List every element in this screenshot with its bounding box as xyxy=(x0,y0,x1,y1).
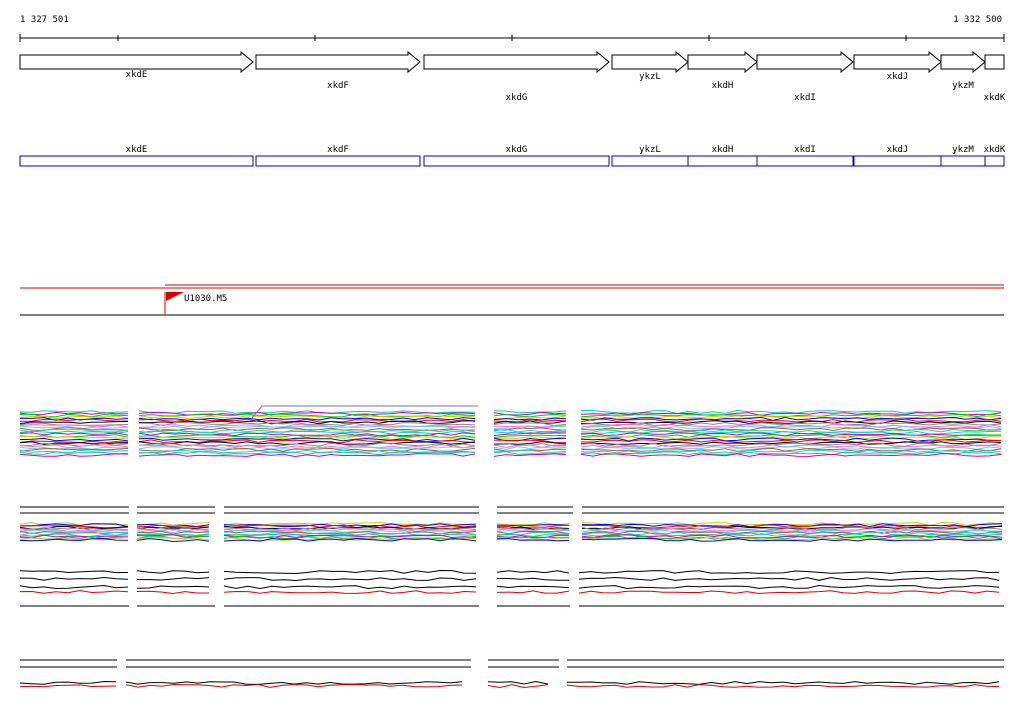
gene-arrow-ykzm[interactable]: ykzM xyxy=(940,50,986,91)
gene-box-ykzm[interactable]: ykzM xyxy=(940,145,986,167)
gene-arrow-label: xkdH xyxy=(712,81,734,91)
gene-box-xkdj[interactable]: xkdJ xyxy=(853,145,942,167)
profile-track-2 xyxy=(19,506,1004,543)
coordinate-end-label: 1 332 500 xyxy=(953,15,1002,25)
gene-arrow-label: xkdE xyxy=(126,70,148,80)
gene-box-xkde[interactable]: xkdE xyxy=(19,145,254,167)
expression-profile-tracks xyxy=(19,405,1004,689)
gene-arrow-label: ykzM xyxy=(952,81,974,91)
gene-arrow-label: xkdI xyxy=(794,93,816,103)
gene-box-ykzl[interactable]: ykzL xyxy=(611,145,689,167)
feature-track: U1030.M5 xyxy=(20,284,1004,316)
gene-box-label: xkdE xyxy=(126,145,148,155)
gene-arrow-xkde[interactable]: xkdE xyxy=(19,50,254,80)
gene-arrow-xkdi[interactable]: xkdI xyxy=(756,50,854,103)
gene-box-label: xkdF xyxy=(327,145,349,155)
gene-box-xkdf[interactable]: xkdF xyxy=(255,145,421,167)
feature-label: U1030.M5 xyxy=(184,294,227,304)
ruler xyxy=(19,34,1005,42)
gene-box-xkdk[interactable]: xkdK xyxy=(984,145,1006,167)
gene-box-label: xkdK xyxy=(984,145,1006,155)
gene-arrow-track: xkdE xkdF xkdG ykzL xkdH xkdI xkdJ ykzM xkdK xyxy=(19,50,1006,103)
coordinate-start-label: 1 327 501 xyxy=(20,15,69,25)
gene-box-label: xkdI xyxy=(794,145,816,155)
gene-box-track: xkdE xkdF xkdG ykzL xkdH xkdI xkdJ ykzM xkdK xyxy=(19,145,1006,167)
gene-arrow-xkdk[interactable]: xkdK xyxy=(984,54,1006,103)
profile-track-3 xyxy=(19,569,1004,607)
profile-track-1 xyxy=(19,405,1002,458)
gene-box-label: ykzL xyxy=(639,145,661,155)
gene-box-label: xkdJ xyxy=(887,145,909,155)
feature-marker-U1030-M5[interactable] xyxy=(164,292,184,315)
gene-arrow-label: xkdF xyxy=(327,81,349,91)
gene-arrow-xkdh[interactable]: xkdH xyxy=(687,50,758,91)
profile-track-4 xyxy=(19,659,1004,689)
gene-box-xkdh[interactable]: xkdH xyxy=(687,145,758,167)
gene-box-label: xkdH xyxy=(712,145,734,155)
gene-arrow-label: xkdK xyxy=(984,93,1006,103)
gene-arrow-ykzl[interactable]: ykzL xyxy=(611,50,689,82)
gene-box-label: ykzM xyxy=(952,145,974,155)
gene-box-xkdi[interactable]: xkdI xyxy=(756,145,854,167)
flag-icon xyxy=(166,292,184,301)
gene-box-xkdg[interactable]: xkdG xyxy=(423,145,610,167)
gene-box-label: xkdG xyxy=(506,145,528,155)
gene-arrow-label: xkdG xyxy=(506,93,528,103)
gene-arrow-xkdf[interactable]: xkdF xyxy=(255,50,421,91)
gene-arrow-label: ykzL xyxy=(639,72,661,82)
gene-arrow-label: xkdJ xyxy=(887,72,909,82)
gene-arrow-xkdg[interactable]: xkdG xyxy=(423,50,610,103)
gene-arrow-xkdj[interactable]: xkdJ xyxy=(853,50,942,82)
